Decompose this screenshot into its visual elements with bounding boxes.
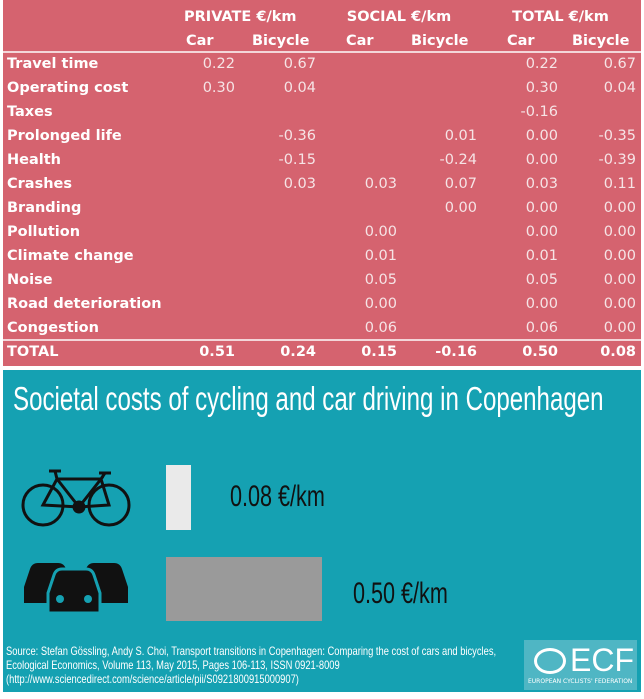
table-cell: 0.00: [525, 224, 558, 240]
table-cell: 0.01: [525, 248, 558, 264]
row-label: Prolonged life: [7, 128, 122, 144]
table-cell: 0.67: [603, 56, 636, 72]
cars-icon: [24, 563, 128, 615]
table-cell: -0.36: [278, 128, 316, 144]
row-label: Health: [7, 152, 61, 168]
table-cell: 0.00: [525, 152, 558, 168]
infographic-title: Societal costs of cycling and car drivin…: [13, 380, 604, 417]
column-group-header: SOCIAL €/km: [346, 9, 452, 25]
table-cell: 0.03: [364, 176, 397, 192]
divider: [3, 339, 641, 341]
row-label: Climate change: [7, 248, 134, 264]
table-cell: 0.05: [525, 272, 558, 288]
table-cell: 0.22: [202, 56, 235, 72]
logo-text: ECF: [570, 642, 634, 678]
column-header: Car: [186, 33, 214, 49]
source-line: Source: Stefan Gössling, Andy S. Choi, T…: [6, 644, 497, 658]
total-cell: -0.16: [435, 344, 477, 360]
table-cell: 0.30: [202, 80, 235, 96]
table-cell: 0.00: [603, 200, 636, 216]
table-cell: 0.00: [525, 200, 558, 216]
total-label: TOTAL: [7, 344, 59, 360]
infographic-panel: Societal costs of cycling and car drivin…: [3, 370, 641, 692]
bicycle-cost-bar: [166, 465, 191, 530]
table-cell: -0.39: [598, 152, 636, 168]
table-cell: 0.00: [603, 296, 636, 312]
total-cell: 0.08: [600, 344, 636, 360]
column-header: Bicycle: [411, 33, 469, 49]
column-header: Car: [507, 33, 535, 49]
source-citation: Source: Stefan Gössling, Andy S. Choi, T…: [6, 644, 496, 686]
table-cell: 0.07: [444, 176, 477, 192]
total-cell: 0.24: [280, 344, 316, 360]
table-cell: 0.03: [283, 176, 316, 192]
table-cell: 0.00: [603, 320, 636, 336]
divider: [3, 51, 641, 53]
column-header: Bicycle: [252, 33, 310, 49]
source-line: Ecological Economics, Volume 113, May 20…: [6, 658, 340, 672]
row-label: Congestion: [7, 320, 99, 336]
table-cell: -0.16: [520, 104, 558, 120]
column-header: Car: [346, 33, 374, 49]
table-cell: 0.00: [603, 248, 636, 264]
table-cell: 0.04: [603, 80, 636, 96]
row-label: Crashes: [7, 176, 72, 192]
table-cell: 0.00: [364, 296, 397, 312]
column-group-header: PRIVATE €/km: [184, 9, 297, 25]
car-cost-label: 0.50 €/km: [353, 577, 448, 610]
table-cell: 0.03: [525, 176, 558, 192]
table-cell: 0.00: [364, 224, 397, 240]
column-group-header: TOTAL €/km: [512, 9, 609, 25]
table-cell: 0.01: [364, 248, 397, 264]
total-cell: 0.51: [199, 344, 235, 360]
table-cell: 0.00: [603, 272, 636, 288]
total-cell: 0.15: [361, 344, 397, 360]
logo-subtext: EUROPEAN CYCLISTS' FEDERATION: [528, 678, 633, 685]
table-cell: 0.04: [283, 80, 316, 96]
table-cell: 0.00: [525, 128, 558, 144]
table-cell: 0.67: [283, 56, 316, 72]
table-cell: -0.35: [598, 128, 636, 144]
row-label: Pollution: [7, 224, 81, 240]
logo-wheel-icon: [534, 648, 566, 674]
car-cost-bar: [166, 557, 323, 621]
table-cell: 0.30: [525, 80, 558, 96]
bicycle-icon: [21, 469, 131, 527]
column-header: Bicycle: [572, 33, 630, 49]
row-label: Taxes: [7, 104, 53, 120]
ecf-logo: ECF EUROPEAN CYCLISTS' FEDERATION: [524, 640, 637, 690]
table-cell: 0.06: [525, 320, 558, 336]
table-cell: 0.22: [525, 56, 558, 72]
table-cell: 0.11: [603, 176, 636, 192]
row-label: Noise: [7, 272, 53, 288]
table-cell: 0.01: [444, 128, 477, 144]
table-cell: 0.00: [525, 296, 558, 312]
row-label: Operating cost: [7, 80, 129, 96]
table-cell: 0.06: [364, 320, 397, 336]
table-cell: 0.00: [444, 200, 477, 216]
total-cell: 0.50: [522, 344, 558, 360]
row-label: Branding: [7, 200, 82, 216]
table-cell: -0.15: [278, 152, 316, 168]
table-cell: 0.00: [603, 224, 636, 240]
source-line: (http://www.sciencedirect.com/science/ar…: [6, 672, 299, 686]
row-label: Road deterioration: [7, 296, 162, 312]
table-cell: 0.05: [364, 272, 397, 288]
row-label: Travel time: [7, 56, 99, 72]
table-cell: -0.24: [439, 152, 477, 168]
cost-table: PRIVATE €/km SOCIAL €/km TOTAL €/km Car Bicy…: [3, 0, 641, 366]
bicycle-cost-label: 0.08 €/km: [230, 480, 325, 513]
